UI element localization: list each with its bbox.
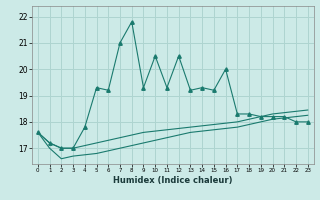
X-axis label: Humidex (Indice chaleur): Humidex (Indice chaleur) bbox=[113, 176, 233, 185]
